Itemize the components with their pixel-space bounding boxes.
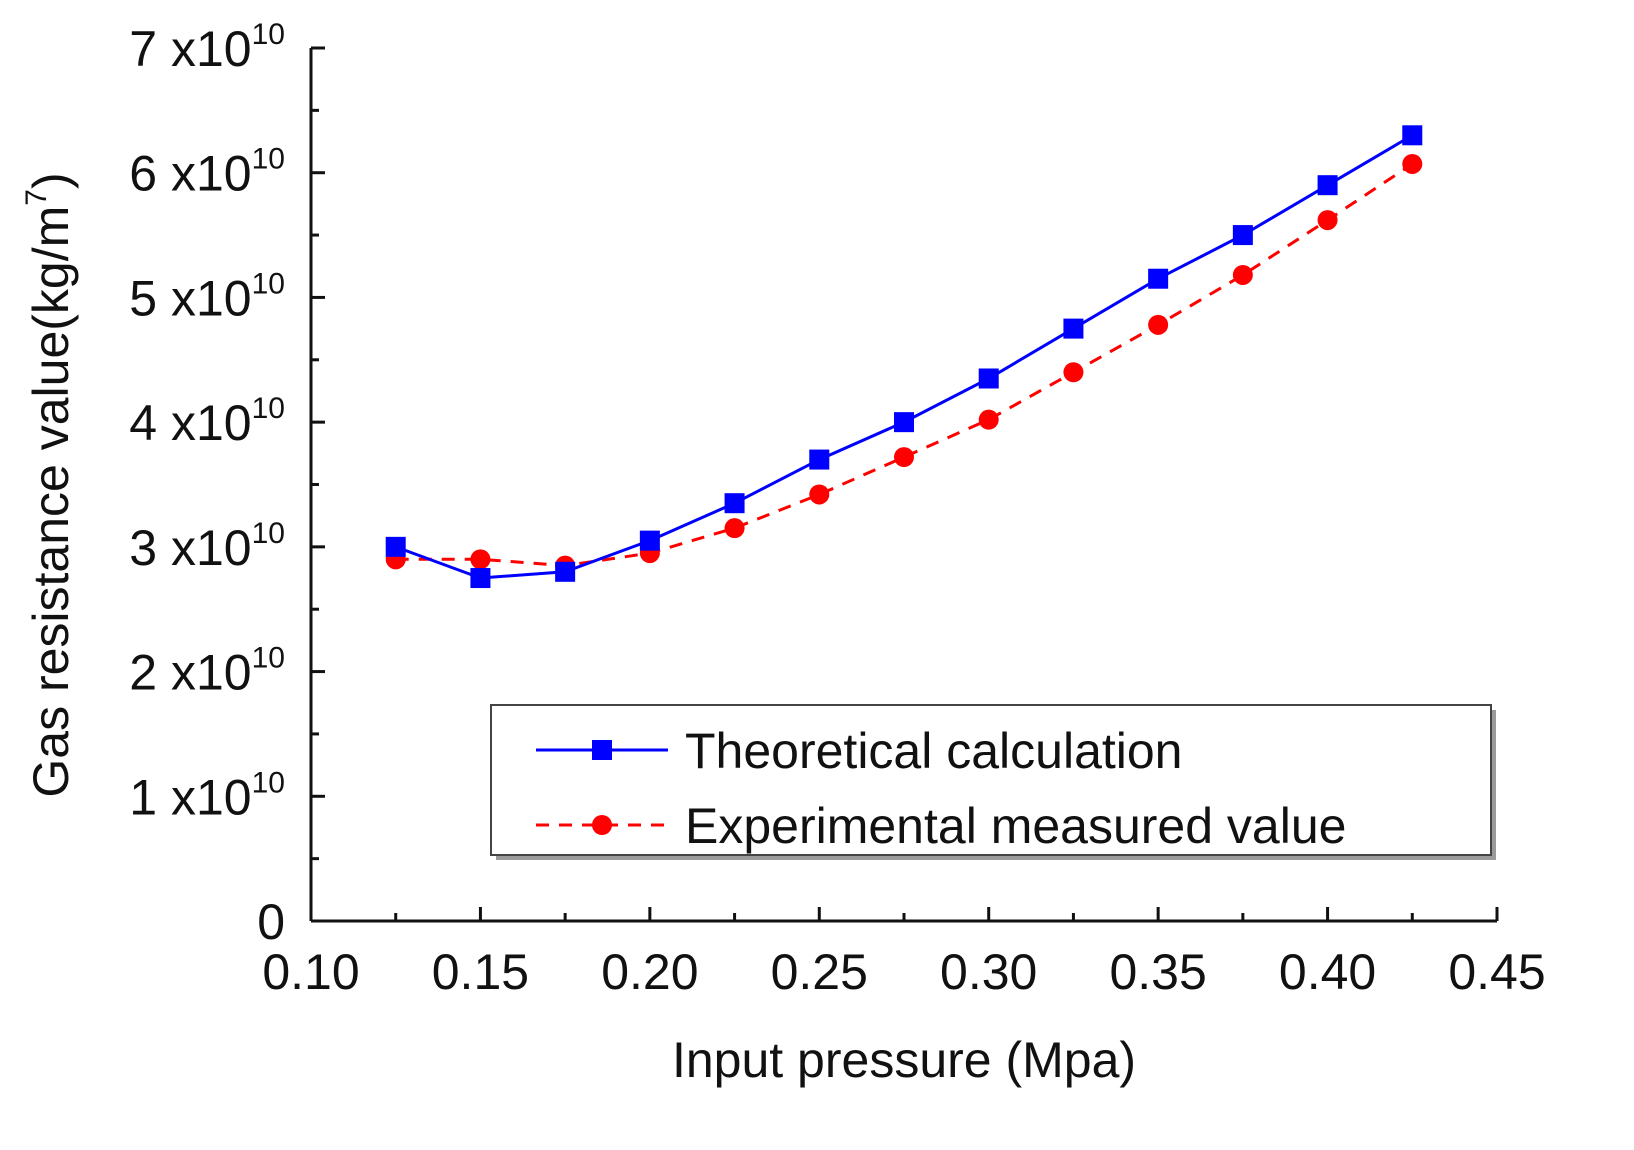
y-tick-label: 3 x1010 bbox=[129, 517, 285, 576]
data-point-square bbox=[809, 449, 830, 470]
series-theoretical bbox=[385, 125, 1423, 589]
series-line bbox=[395, 134, 1414, 580]
legend: Theoretical calculation Experimental mea… bbox=[490, 704, 1496, 860]
data-point-square bbox=[1063, 318, 1084, 339]
data-point-circle bbox=[894, 447, 914, 468]
y-tick-label: 5 x1010 bbox=[129, 267, 285, 326]
data-point-square bbox=[555, 561, 576, 582]
y-tick-label: 4 x1010 bbox=[129, 392, 285, 451]
data-point-circle bbox=[809, 484, 830, 505]
series-experimental bbox=[385, 153, 1423, 576]
y-tick-label: 6 x1010 bbox=[129, 143, 285, 202]
legend-label-theoretical: Theoretical calculation bbox=[685, 723, 1183, 779]
y-tick-label: 2 x1010 bbox=[129, 642, 285, 701]
data-point-square bbox=[1232, 225, 1253, 246]
data-point-circle bbox=[1402, 153, 1423, 174]
data-point-circle bbox=[1317, 210, 1338, 231]
legend-box bbox=[490, 704, 1492, 856]
legend-marker-experimental bbox=[592, 815, 612, 835]
x-tick-label: 0.10 bbox=[262, 944, 359, 1000]
x-tick-label: 0.20 bbox=[601, 944, 698, 1000]
data-point-square bbox=[894, 412, 914, 433]
data-point-circle bbox=[724, 518, 745, 539]
data-point-circle bbox=[1148, 314, 1169, 335]
ticks: 0.10 0.15 0.20 0.25 0.30 0.35 0.40 0.45 0 1 x1010… bbox=[129, 18, 1545, 1000]
x-tick-label: 0.40 bbox=[1279, 944, 1376, 1000]
data-point-square bbox=[1402, 125, 1423, 146]
data-point-square bbox=[385, 536, 406, 557]
data-point-square bbox=[978, 368, 999, 389]
x-axis-title: Input pressure (Mpa) bbox=[672, 1032, 1136, 1088]
x-tick-label: 0.30 bbox=[940, 944, 1037, 1000]
x-tick-label: 0.45 bbox=[1448, 944, 1545, 1000]
data-point-square bbox=[639, 530, 660, 551]
legend-label-experimental: Experimental measured value bbox=[685, 798, 1346, 854]
data-point-square bbox=[1148, 268, 1169, 289]
data-point-square bbox=[724, 493, 745, 514]
legend-marker-theoretical bbox=[592, 740, 612, 760]
x-tick-label: 0.15 bbox=[432, 944, 529, 1000]
y-tick-label: 7 x1010 bbox=[129, 18, 285, 77]
y-axis-title-close: ) bbox=[23, 172, 79, 189]
y-axis-title: Gas resistance value(kg/m7) bbox=[20, 172, 79, 797]
data-point-square bbox=[470, 568, 491, 589]
data-point-square bbox=[1317, 175, 1338, 196]
y-axis-title-main: Gas resistance value(kg/m bbox=[23, 206, 79, 798]
x-tick-label: 0.25 bbox=[771, 944, 868, 1000]
data-point-circle bbox=[470, 549, 491, 570]
y-axis-title-sup: 7 bbox=[20, 189, 53, 206]
data-point-circle bbox=[978, 409, 999, 430]
x-tick-label: 0.35 bbox=[1109, 944, 1206, 1000]
data-point-circle bbox=[1063, 362, 1084, 383]
series-layer bbox=[385, 125, 1423, 589]
y-tick-label: 1 x1010 bbox=[129, 766, 285, 825]
y-tick-label: 0 bbox=[257, 894, 285, 950]
data-point-circle bbox=[1232, 264, 1253, 285]
